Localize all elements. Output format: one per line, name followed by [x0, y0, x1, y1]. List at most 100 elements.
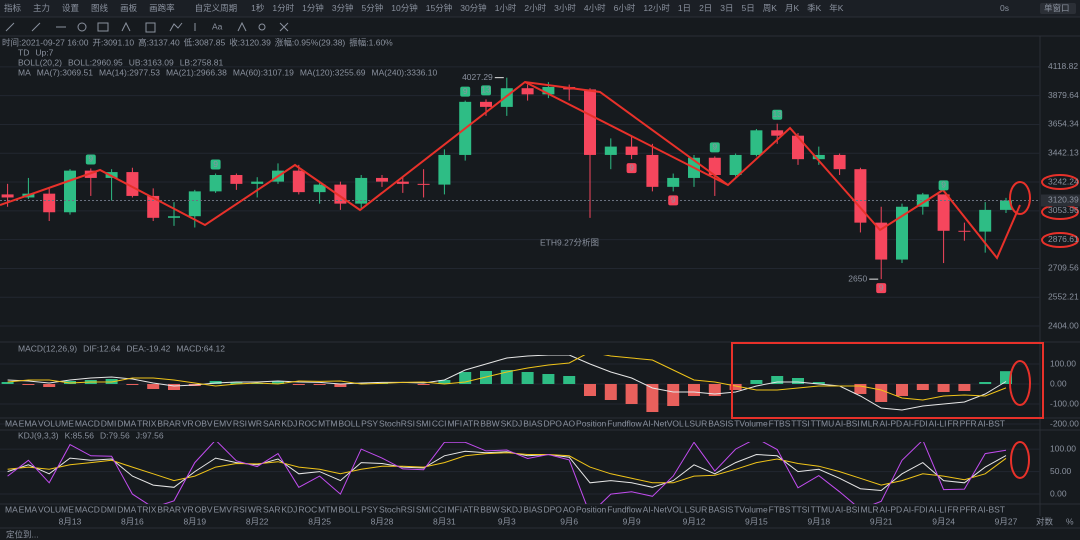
period-button[interactable]: 月K [785, 3, 800, 13]
toolbar-button[interactable]: 自定义周期 [195, 3, 238, 13]
scale-option[interactable]: 对数 [1036, 516, 1054, 526]
indicator-tab[interactable]: MFI [447, 418, 462, 428]
indicator-tab[interactable]: BBW [480, 418, 499, 428]
indicator-tab[interactable]: PSY [361, 504, 378, 514]
indicator-tab[interactable]: AI-PD [879, 504, 902, 514]
indicator-tab[interactable]: MLR [861, 504, 879, 514]
indicator-tab[interactable]: FR [947, 504, 958, 514]
period-button[interactable]: 5日 [742, 3, 755, 13]
indicator-tab[interactable]: MTM [318, 418, 337, 428]
text-tool[interactable]: Aa [212, 21, 223, 31]
toolbar-button[interactable]: 图线 [91, 3, 109, 13]
indicator-tab[interactable]: MA [5, 418, 18, 428]
indicator-tab[interactable]: DMA [117, 504, 136, 514]
indicator-tab[interactable]: SMI [416, 504, 431, 514]
period-button[interactable]: 6小时 [614, 3, 636, 13]
indicator-tab[interactable]: TVolume [734, 418, 768, 428]
period-button[interactable]: 3小时 [554, 3, 576, 13]
indicator-tab[interactable]: EMA [19, 418, 38, 428]
indicator-tab[interactable]: AI-NetVOL [643, 418, 684, 428]
indicator-tab[interactable]: FR [947, 418, 958, 428]
period-button[interactable]: 10分钟 [391, 3, 417, 13]
indicator-tab[interactable]: BASIS [708, 418, 733, 428]
indicator-tab[interactable]: BRAR [157, 504, 181, 514]
period-button[interactable]: 2日 [699, 3, 712, 13]
period-button[interactable]: 3分钟 [332, 3, 354, 13]
indicator-tab[interactable]: AI-LI [929, 504, 947, 514]
indicator-tab[interactable]: TVolume [734, 504, 768, 514]
period-button[interactable]: 周K [763, 3, 778, 13]
indicator-tab[interactable]: LSUR [685, 504, 708, 514]
toolbar-button[interactable]: 画板 [120, 3, 138, 13]
indicator-tab[interactable]: Position [576, 504, 607, 514]
toolbar-button[interactable]: 指标 [4, 3, 22, 13]
indicator-tab[interactable]: AI-FDI [903, 504, 928, 514]
indicator-tab[interactable]: Position [576, 418, 607, 428]
indicator-tab[interactable]: KDJ [281, 418, 297, 428]
period-button[interactable]: 30分钟 [460, 3, 486, 13]
indicator-tab[interactable]: CCI [432, 418, 447, 428]
indicator-tab[interactable]: BRAR [157, 418, 181, 428]
indicator-tab[interactable]: AO [563, 418, 576, 428]
indicator-tab[interactable]: FTBS [769, 504, 791, 514]
period-button[interactable]: 15分钟 [426, 3, 452, 13]
toolbar-button[interactable]: 单窗口 [1044, 3, 1070, 13]
indicator-tab[interactable]: VR [182, 504, 194, 514]
indicator-tab[interactable]: MTM [318, 504, 337, 514]
indicator-tab[interactable]: VOLUME [38, 418, 74, 428]
period-button[interactable]: 年K [829, 3, 844, 13]
indicator-tab[interactable]: SAR [263, 504, 280, 514]
toolbar-button[interactable]: 画跑率 [149, 3, 175, 13]
indicator-tab[interactable]: ATR [463, 504, 479, 514]
indicator-tab[interactable]: RSI [233, 504, 247, 514]
indicator-tab[interactable]: DPO [544, 504, 563, 514]
period-button[interactable]: 12小时 [643, 3, 670, 13]
indicator-tab[interactable]: SKDJ [501, 504, 523, 514]
indicator-tab[interactable]: Fundflow [607, 504, 642, 514]
indicator-tab[interactable]: AI-LI [929, 418, 947, 428]
indicator-tab[interactable]: MFI [447, 504, 462, 514]
indicator-tab[interactable]: FTBS [769, 418, 791, 428]
period-button[interactable]: 4小时 [584, 3, 606, 13]
drawing-tools[interactable] [5, 21, 289, 33]
indicator-tab[interactable]: ROC [298, 418, 317, 428]
period-button[interactable]: 季K [807, 3, 822, 13]
period-button[interactable]: 1小时 [495, 3, 517, 13]
indicator-tab[interactable]: RSI [233, 418, 247, 428]
indicator-tab[interactable]: PFR [960, 504, 977, 514]
footer-link[interactable]: 定位到... [6, 529, 39, 539]
indicator-tab[interactable]: EMA [19, 504, 38, 514]
indicator-tab[interactable]: Fundflow [607, 418, 642, 428]
period-button[interactable]: 1秒 [251, 3, 265, 13]
indicator-tab[interactable]: MACD [75, 418, 100, 428]
period-button[interactable]: 1分时 [272, 3, 294, 13]
indicator-tab[interactable]: WR [248, 418, 262, 428]
indicator-tab[interactable]: AI-FDI [903, 418, 928, 428]
indicator-tab[interactable]: TTMU [811, 504, 835, 514]
indicator-tab[interactable]: StochRSI [379, 504, 415, 514]
indicator-tab[interactable]: CCI [432, 504, 447, 514]
period-button[interactable]: 1日 [678, 3, 691, 13]
indicator-tab[interactable]: AI-NetVOL [643, 504, 684, 514]
indicator-tab[interactable]: BBW [480, 504, 499, 514]
indicator-tab[interactable]: MACD [75, 504, 100, 514]
indicator-tab[interactable]: SMI [416, 418, 431, 428]
period-button[interactable]: 1分钟 [302, 3, 324, 13]
indicator-tab[interactable]: AI-BST [978, 504, 1005, 514]
indicator-tab[interactable]: AI-BST [978, 418, 1005, 428]
indicator-tab[interactable]: BOLL [338, 418, 360, 428]
indicator-tab[interactable]: BIAS [523, 504, 543, 514]
period-button[interactable]: 2小时 [524, 3, 546, 13]
indicator-tab[interactable]: TTSI [791, 418, 809, 428]
indicator-tab[interactable]: SAR [263, 418, 280, 428]
indicator-tab[interactable]: BOLL [338, 504, 360, 514]
period-button[interactable]: 3日 [720, 3, 733, 13]
indicator-tab[interactable]: OBV [195, 418, 213, 428]
indicator-tab[interactable]: PSY [361, 418, 378, 428]
indicator-tab[interactable]: TTMU [811, 418, 835, 428]
indicator-tab[interactable]: ROC [298, 504, 317, 514]
period-button[interactable]: 5分钟 [362, 3, 384, 13]
indicator-tab[interactable]: MLR [861, 418, 879, 428]
indicator-tab[interactable]: KDJ [281, 504, 297, 514]
indicator-tab[interactable]: MA [5, 504, 18, 514]
